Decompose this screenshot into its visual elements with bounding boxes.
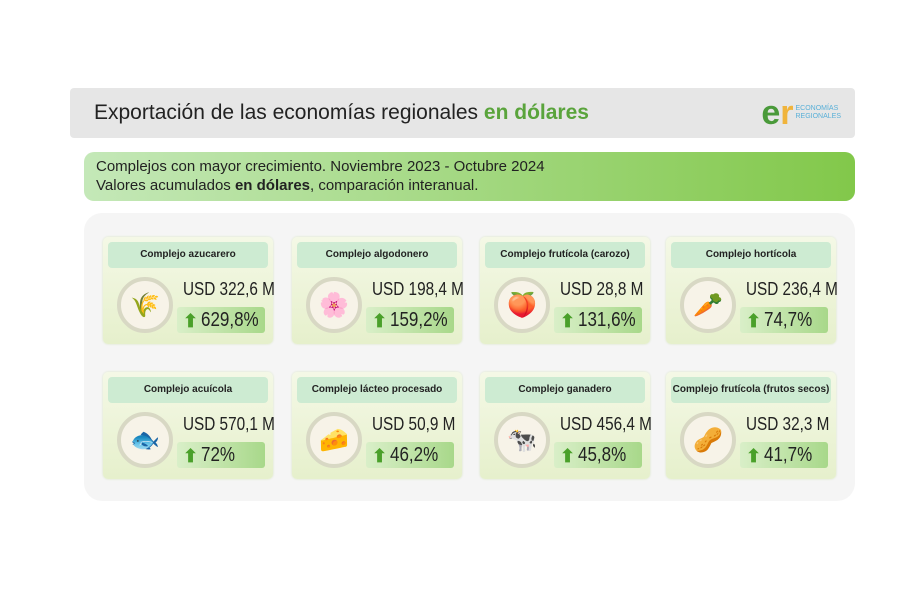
card-title: Complejo ganadero [485, 377, 645, 403]
complex-card: Complejo lácteo procesado 🧀 USD 50,9 M ⬆… [292, 372, 462, 479]
product-icon: 🐄 [494, 412, 550, 468]
export-value: USD 236,4 M [746, 279, 838, 299]
card-title: Complejo algodonero [297, 242, 457, 268]
export-value: USD 456,4 M [560, 414, 652, 434]
growth-value: 74,7% [764, 309, 813, 331]
growth-badge: ⬆ 46,2% [366, 442, 454, 468]
growth-value: 159,2% [390, 309, 448, 331]
complex-card: Complejo acuícola 🐟 USD 570,1 M ⬆ 72% [103, 372, 275, 479]
product-icon: 🥕 [680, 277, 736, 333]
card-title: Complejo azucarero [108, 242, 268, 268]
export-value: USD 28,8 M [560, 279, 644, 299]
arrow-up-icon: ⬆ [560, 311, 576, 331]
subtitle-line2: Valores acumulados en dólares, comparaci… [96, 177, 479, 194]
subtitle-banner: Complejos con mayor crecimiento. Noviemb… [84, 152, 855, 201]
growth-badge: ⬆ 131,6% [554, 307, 642, 333]
card-title: Complejo acuícola [108, 377, 268, 403]
growth-value: 72% [201, 444, 236, 466]
growth-badge: ⬆ 629,8% [177, 307, 265, 333]
arrow-up-icon: ⬆ [560, 446, 576, 466]
export-value: USD 570,1 M [183, 414, 275, 434]
card-title: Complejo lácteo procesado [297, 377, 457, 403]
growth-value: 46,2% [390, 444, 439, 466]
product-icon: 🌾 [117, 277, 173, 333]
product-icon: 🧀 [306, 412, 362, 468]
export-value: USD 50,9 M [372, 414, 456, 434]
growth-badge: ⬆ 159,2% [366, 307, 454, 333]
card-title: Complejo frutícola (frutos secos) [671, 377, 831, 403]
growth-value: 131,6% [578, 309, 636, 331]
header-bar: Exportación de las economías regionales … [70, 88, 855, 138]
growth-badge: ⬆ 72% [177, 442, 265, 468]
arrow-up-icon: ⬆ [746, 311, 762, 331]
complex-card: Complejo frutícola (carozo) 🍑 USD 28,8 M… [480, 237, 650, 344]
export-value: USD 32,3 M [746, 414, 830, 434]
economias-regionales-logo: er ECONOMÍAS REGIONALES [761, 94, 841, 132]
export-value: USD 322,6 M [183, 279, 275, 299]
product-icon: 🐟 [117, 412, 173, 468]
arrow-up-icon: ⬆ [183, 311, 199, 331]
subtitle-line1: Complejos con mayor crecimiento. Noviemb… [96, 158, 545, 175]
arrow-up-icon: ⬆ [746, 446, 762, 466]
arrow-up-icon: ⬆ [372, 446, 388, 466]
page-title: Exportación de las economías regionales … [94, 101, 589, 124]
growth-value: 629,8% [201, 309, 259, 331]
card-title: Complejo frutícola (carozo) [485, 242, 645, 268]
complex-card: Complejo ganadero 🐄 USD 456,4 M ⬆ 45,8% [480, 372, 652, 479]
product-icon: 🌸 [306, 277, 362, 333]
growth-badge: ⬆ 74,7% [740, 307, 828, 333]
growth-badge: ⬆ 45,8% [554, 442, 642, 468]
growth-badge: ⬆ 41,7% [740, 442, 828, 468]
product-icon: 🍑 [494, 277, 550, 333]
arrow-up-icon: ⬆ [372, 311, 388, 331]
arrow-up-icon: ⬆ [183, 446, 199, 466]
complex-card: Complejo frutícola (frutos secos) 🥜 USD … [666, 372, 836, 479]
complex-card: Complejo hortícola 🥕 USD 236,4 M ⬆ 74,7% [666, 237, 838, 344]
growth-value: 41,7% [764, 444, 813, 466]
complex-card: Complejo azucarero 🌾 USD 322,6 M ⬆ 629,8% [103, 237, 275, 344]
growth-value: 45,8% [578, 444, 627, 466]
card-title: Complejo hortícola [671, 242, 831, 268]
product-icon: 🥜 [680, 412, 736, 468]
export-value: USD 198,4 M [372, 279, 464, 299]
complex-card: Complejo algodonero 🌸 USD 198,4 M ⬆ 159,2… [292, 237, 464, 344]
